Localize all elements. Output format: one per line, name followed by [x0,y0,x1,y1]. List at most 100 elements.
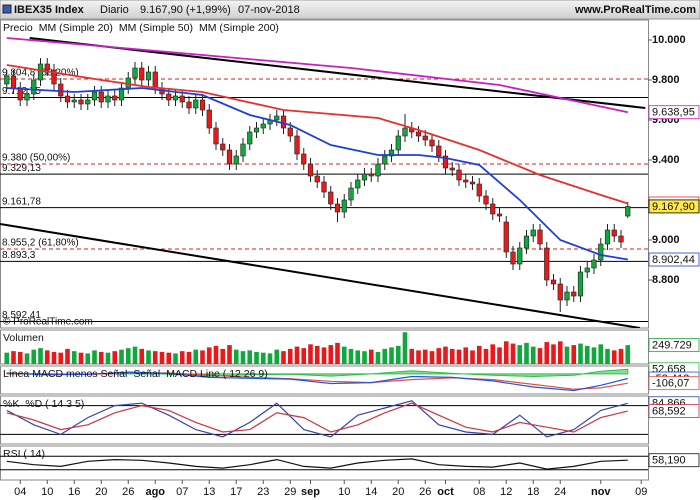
volume-bar [294,346,300,364]
candle-body [98,91,104,103]
candle-body [226,149,233,165]
plot-area: 9.804,8 (38,20%)9.712,759.380 (50,00%)9.… [0,37,648,328]
volume-bar [274,349,280,364]
candle-body [429,139,435,147]
candle-body [490,203,496,215]
line [6,372,628,390]
candle-body [132,67,138,79]
symbol[interactable]: IBEX35 Index [14,4,85,16]
candle-body [64,95,71,103]
x-tick-label: 09 [635,486,647,498]
volume-bar [254,351,259,364]
volume-bar [71,351,77,364]
x-tick-label: ago [145,486,165,498]
volume-bar [173,353,178,364]
candle-body [523,235,530,249]
volume-bar [44,350,50,364]
volume-bar [112,351,118,364]
volume-bar [544,342,550,364]
x-tick-label: 23 [257,486,269,498]
candle-body [51,69,57,85]
level-label: 8.893,3 [2,250,36,261]
legend-entry: Señal [133,368,160,380]
quote: 9.167,90 (+1,99%) [140,4,231,16]
x-tick-label: 18 [527,486,539,498]
candle-body [463,179,469,183]
volume-bar [409,348,415,364]
y-tick-label: 9.800 [652,74,680,86]
candle-body [10,75,17,89]
candle-body [544,247,550,281]
volume-bar [308,344,313,364]
candle-body [557,283,563,301]
volume-bar [301,348,307,364]
value-tag-label: 58,190 [652,455,686,467]
volume-bar [449,348,455,364]
value-tag [648,105,700,120]
volume-bar [314,345,320,364]
candle-body [166,93,172,101]
x-tick-label: 04 [14,486,26,498]
volume-bar [571,345,577,364]
volume-bar [220,348,226,364]
candle-body [537,229,543,245]
volume-bar [206,347,212,364]
candle-body [449,167,455,171]
header-bar [0,0,700,20]
volume-bar [375,351,381,364]
candle-body [44,63,50,71]
candle-body [503,221,509,253]
candle-body [193,99,199,109]
line [6,400,628,438]
volume-bar [503,341,509,364]
x-tick-label: 24 [554,486,566,498]
candle-body [240,143,246,157]
value-tag [648,453,700,468]
candle-body [422,135,428,141]
volume-bar [247,350,253,364]
volume-bar [152,351,158,364]
line [6,371,628,392]
candle-body [395,135,401,151]
candle-body [220,143,226,151]
volume-bar [85,353,91,364]
candle-body [139,67,145,81]
candle-body [186,101,192,109]
legend-entry: MM (Simple 200) [199,22,279,34]
panel [0,365,649,395]
line [6,64,629,205]
site[interactable]: www.ProRealTime.com [574,4,696,16]
candle-body [85,99,91,105]
volume-bar [105,352,111,364]
volume-bar [470,350,475,364]
candle-body [78,99,84,105]
volume-bar [355,350,361,364]
x-tick-label: 26 [419,486,431,498]
candle-body [436,145,442,157]
legend-entry: RSI ( 14) [3,448,45,460]
volume-bar [422,349,428,364]
candle-body [510,251,516,265]
candle-body [206,109,212,129]
watermark: © ProRealTime.com [3,317,93,328]
volume-bar [517,345,523,364]
x-tick-label: 07 [176,486,188,498]
x-tick-label: 26 [122,486,134,498]
candle-body [355,179,361,189]
y-tick-label: 9.400 [652,154,680,166]
volume-bar [51,351,57,364]
candle-body [348,187,354,201]
plot-area [4,332,631,364]
symbol-icon[interactable] [2,4,12,14]
volume-bar [416,350,421,364]
volume-bar [58,352,64,364]
trendline [0,223,641,328]
candle-body [247,131,253,145]
candle-body [483,195,489,205]
line [6,458,628,470]
value-tag [648,404,700,418]
candle-body [625,206,631,217]
volume-bar [65,348,70,364]
volume-bar [213,345,219,364]
